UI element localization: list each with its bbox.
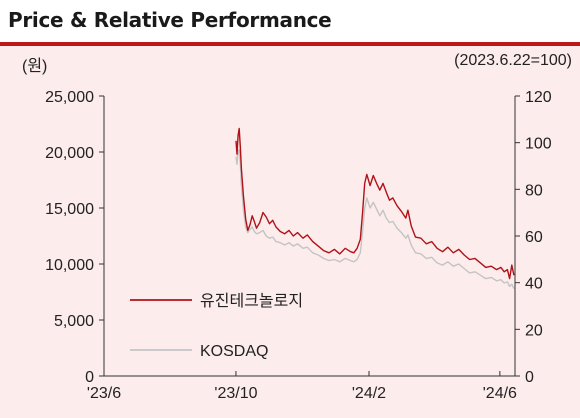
kosdaq-line bbox=[235, 149, 515, 289]
x-tick-label: '23/6 bbox=[87, 385, 121, 402]
x-tick-label: '24/2 bbox=[352, 385, 386, 402]
chart-axes: 0 5,000 10,000 15,000 20,000 25,000 0 20 40 60 80 1… bbox=[45, 89, 552, 402]
right-axis-unit: (2023.6.22=100) bbox=[454, 52, 572, 69]
chart-series bbox=[235, 127, 515, 289]
left-tick-label: 0 bbox=[85, 369, 94, 386]
left-tick-label: 25,000 bbox=[45, 89, 94, 106]
right-tick-label: 80 bbox=[525, 182, 543, 199]
title-bar bbox=[0, 0, 580, 43]
stock-price-line bbox=[235, 127, 515, 280]
title-rule bbox=[0, 42, 580, 46]
left-tick-label: 20,000 bbox=[45, 145, 94, 162]
right-tick-label: 120 bbox=[525, 89, 552, 106]
left-axis-unit: (원) bbox=[22, 58, 48, 75]
left-tick-label: 5,000 bbox=[54, 313, 94, 330]
right-tick-label: 40 bbox=[525, 276, 543, 293]
right-tick-label: 0 bbox=[525, 369, 534, 386]
right-tick-label: 60 bbox=[525, 229, 543, 246]
chart-legend: 유진테크놀로지 KOSDAQ bbox=[130, 292, 303, 360]
left-tick-label: 15,000 bbox=[45, 201, 94, 218]
legend-kosdaq-label: KOSDAQ bbox=[200, 343, 268, 360]
legend-stock-label: 유진테크놀로지 bbox=[200, 292, 303, 310]
left-tick-label: 10,000 bbox=[45, 257, 94, 274]
x-tick-label: '24/6 bbox=[483, 385, 517, 402]
page-title: Price & Relative Performance bbox=[8, 8, 332, 32]
right-tick-label: 20 bbox=[525, 322, 543, 339]
right-tick-label: 100 bbox=[525, 136, 552, 153]
x-tick-label: '23/10 bbox=[214, 385, 257, 402]
